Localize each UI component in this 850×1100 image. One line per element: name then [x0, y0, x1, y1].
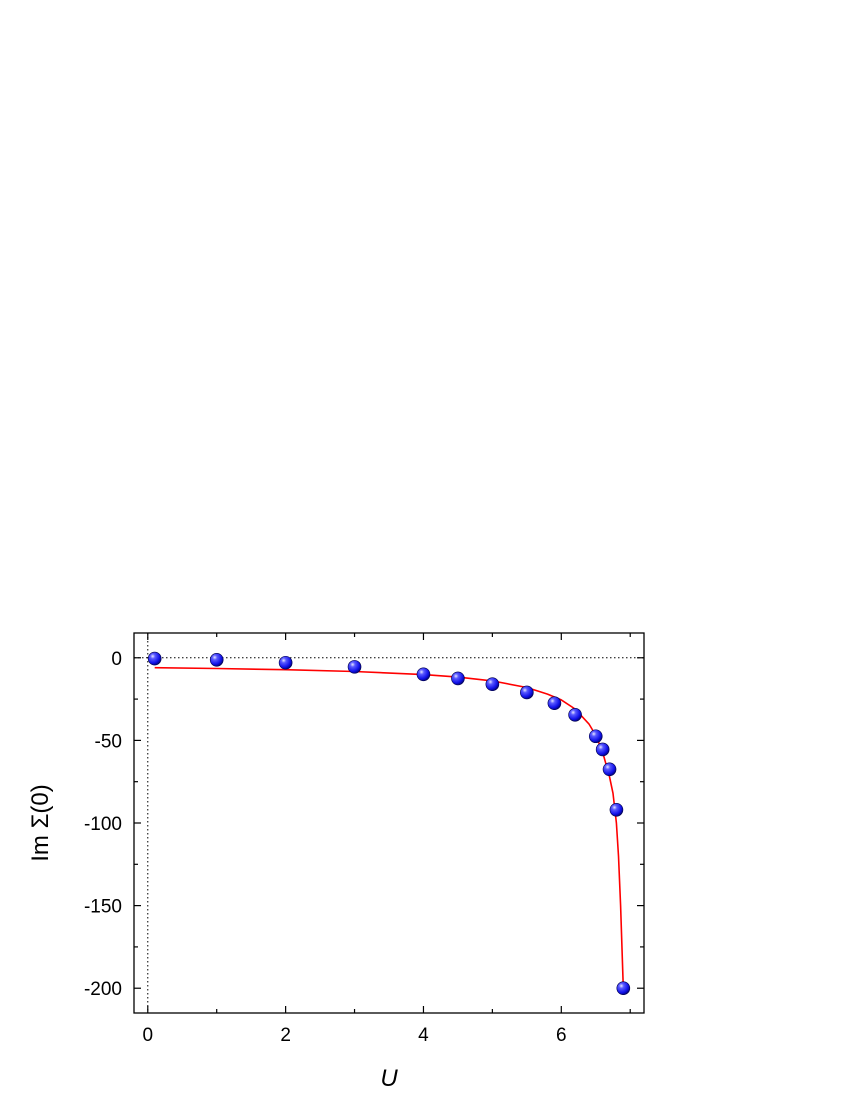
- data-point: [347, 660, 362, 674]
- data-point: [609, 802, 624, 817]
- data-point: [278, 655, 293, 670]
- data-point: [485, 677, 500, 692]
- x-tick-label: 4: [418, 1025, 429, 1046]
- y-axis-title: Im Σ(0): [27, 784, 54, 862]
- data-point: [147, 651, 162, 666]
- data-point: [568, 707, 582, 722]
- data-point: [547, 696, 562, 711]
- data-point: [616, 981, 631, 996]
- data-point: [588, 729, 603, 744]
- data-points-layer: [147, 651, 631, 996]
- data-point: [595, 742, 610, 757]
- x-tick-label: 0: [142, 1025, 153, 1046]
- fit-curve: [154, 666, 625, 989]
- x-tick-label: 2: [280, 1025, 291, 1046]
- x-axis-title: U: [380, 1065, 398, 1092]
- y-tick-label: -50: [95, 731, 122, 752]
- data-point: [520, 685, 534, 700]
- y-tick-label: -100: [84, 814, 122, 835]
- data-point: [209, 652, 224, 667]
- fit-curve-layer: [154, 666, 625, 989]
- y-tick-label: -200: [84, 979, 122, 1000]
- data-point: [416, 667, 431, 682]
- y-tick-label: 0: [111, 649, 122, 670]
- plot-frame: [133, 632, 645, 1014]
- axis-ticks: 0 2 4 6 0 -50 -100 -150 -200: [84, 633, 644, 1046]
- data-point: [451, 671, 465, 686]
- y-tick-label: -150: [84, 897, 122, 918]
- x-tick-label: 6: [556, 1025, 567, 1046]
- data-point: [602, 762, 617, 777]
